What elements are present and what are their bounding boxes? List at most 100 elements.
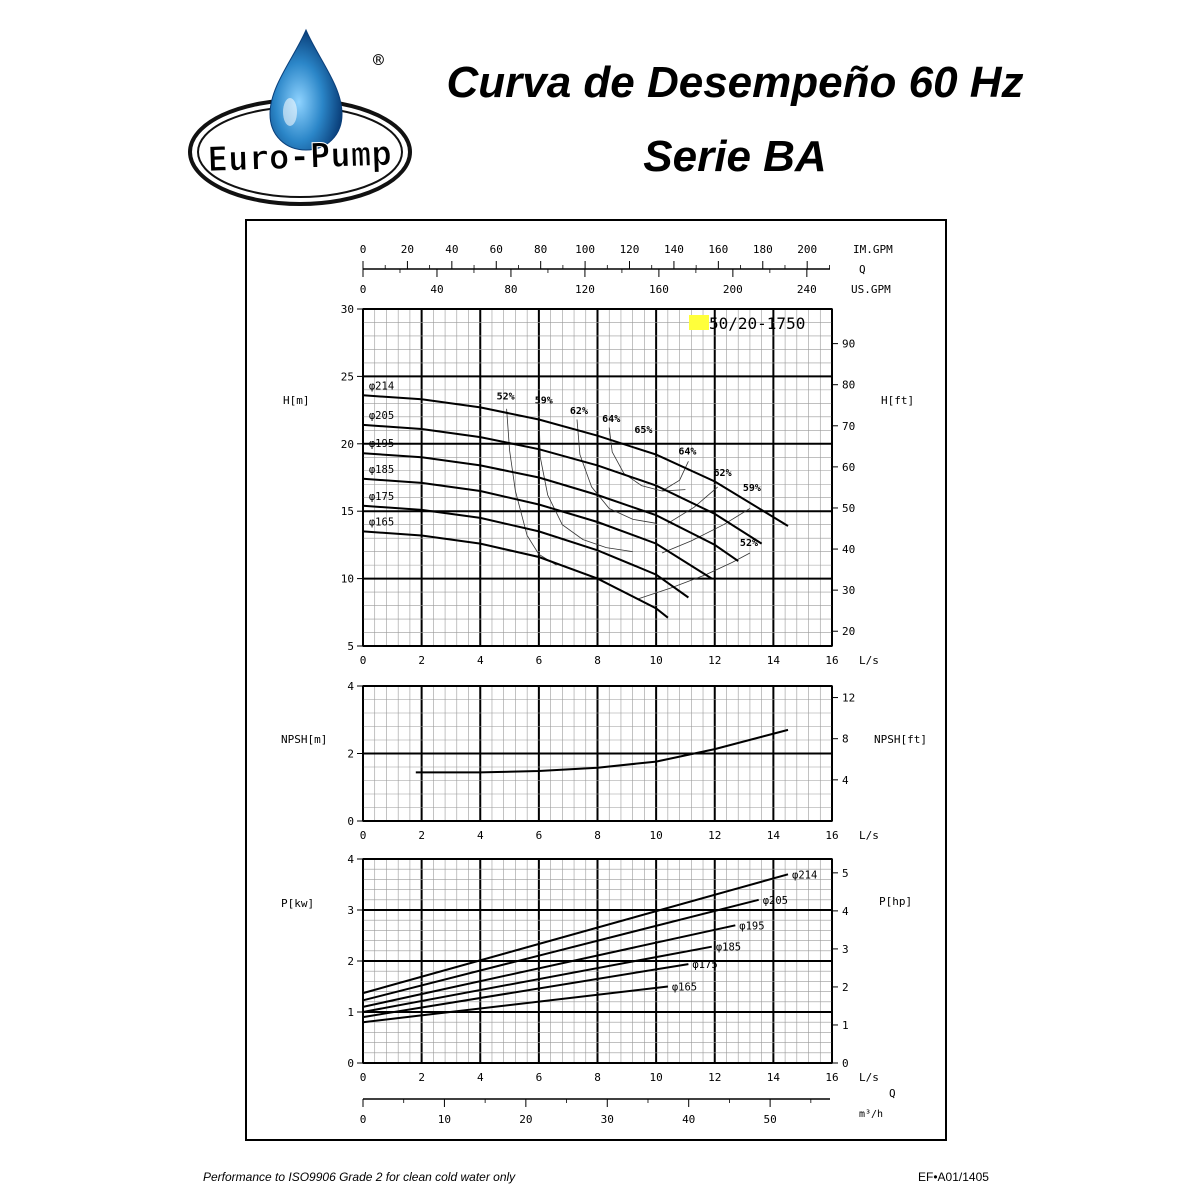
npsh-panel-left-tick-label: 2	[347, 748, 354, 761]
us-gpm-tick-label: 0	[360, 283, 367, 296]
head-panel-right-tick-label: 60	[842, 461, 855, 474]
npsh-panel-x-tick-label: 10	[650, 829, 663, 842]
efficiency-curve	[576, 419, 657, 524]
head-panel-x-tick-label: 2	[418, 654, 425, 667]
power-panel-left-tick-label: 0	[347, 1057, 354, 1070]
footer-code: EF•A01/1405	[918, 1170, 989, 1184]
head-curve	[362, 477, 713, 580]
model-highlight	[689, 315, 709, 330]
efficiency-curve	[538, 411, 633, 552]
power-panel-x-unit: L/s	[859, 1071, 879, 1084]
head-curve-label: φ175	[369, 491, 394, 503]
power-panel-left-tick-label: 2	[347, 955, 354, 968]
m3h-tick-label: 0	[360, 1113, 367, 1126]
efficiency-curve	[661, 508, 751, 554]
head-panel-left-tick-label: 20	[341, 438, 354, 451]
power-panel-x-tick-label: 8	[594, 1071, 601, 1084]
npsh-panel-grid	[357, 685, 838, 822]
m3h-tick-label: 40	[682, 1113, 695, 1126]
euro-pump-logo: Euro-Pump ®	[188, 28, 412, 206]
im-gpm-tick-label: 200	[797, 243, 817, 256]
efficiency-label: 59%	[535, 395, 553, 406]
npsh-panel-right-tick-label: 8	[842, 733, 849, 746]
power-panel-x-tick-label: 4	[477, 1071, 484, 1084]
head-panel-right-tick-label: 50	[842, 502, 855, 515]
power-panel-left-tick-label: 1	[347, 1006, 354, 1019]
npsh-panel-x-tick-label: 4	[477, 829, 484, 842]
head-curve-label: φ195	[369, 438, 394, 450]
head-curve	[362, 394, 789, 527]
head-left-axis-label: H[m]	[283, 394, 310, 407]
m3h-tick-label: 10	[438, 1113, 451, 1126]
power-panel-x-tick-label: 10	[650, 1071, 663, 1084]
power-curve-label: φ205	[763, 895, 788, 907]
power-panel-right-tick-label: 2	[842, 981, 849, 994]
head-curve-label: φ214	[369, 380, 394, 392]
head-curve-label: φ205	[369, 410, 394, 422]
power-panel-left-tick-label: 3	[347, 904, 354, 917]
power-left-axis-label: P[kw]	[281, 897, 314, 910]
npsh-left-axis-label: NPSH[m]	[281, 733, 327, 746]
water-drop-icon	[269, 28, 343, 151]
power-panel-right-tick-label: 4	[842, 905, 849, 918]
npsh-panel-x-tick-label: 2	[418, 829, 425, 842]
power-panel-right-tick-label: 5	[842, 867, 849, 880]
head-panel-x-tick-label: 10	[650, 654, 663, 667]
npsh-panel-left-tick-label: 0	[347, 815, 354, 828]
npsh-curve	[415, 728, 789, 774]
im-gpm-tick-label: 140	[664, 243, 684, 256]
head-panel-x-tick-label: 6	[536, 654, 543, 667]
power-curve	[362, 924, 736, 1008]
power-panel-right-tick-label: 1	[842, 1019, 849, 1032]
head-right-axis-label: H[ft]	[881, 394, 914, 407]
power-curve	[362, 945, 712, 1013]
im-gpm-tick-label: 80	[534, 243, 547, 256]
head-curve	[362, 504, 689, 599]
efficiency-curve	[661, 461, 689, 492]
npsh-panel-x-unit: L/s	[859, 829, 879, 842]
head-panel-x-tick-label: 12	[708, 654, 721, 667]
npsh-panel-right-tick-label: 4	[842, 774, 849, 787]
power-curve-label: φ195	[739, 920, 764, 932]
power-panel-grid	[357, 858, 838, 1064]
us-gpm-tick-label: 40	[430, 283, 443, 296]
head-curve	[362, 452, 739, 562]
npsh-right-axis-label: NPSH[ft]	[874, 733, 927, 746]
performance-chart-frame: 0 20 40 60 80 100 120 140 160 180 200 0 40 80 120 160 20…	[245, 219, 947, 1141]
efficiency-label: 65%	[634, 425, 652, 436]
power-curve-label: φ214	[792, 869, 817, 881]
us-gpm-tick-label: 240	[797, 283, 817, 296]
power-panel-x-tick-label: 14	[767, 1071, 781, 1084]
head-curve-label: φ185	[369, 464, 394, 476]
power-panel-right-tick-label: 0	[842, 1057, 849, 1070]
model-label: 50/20-1750	[709, 314, 805, 333]
power-right-axis-label: P[hp]	[879, 895, 912, 908]
head-panel-left-tick-label: 25	[341, 370, 354, 383]
head-panel-x-tick-label: 14	[767, 654, 781, 667]
head-panel-right-tick-label: 40	[842, 543, 855, 556]
head-panel-right-tick-label: 30	[842, 584, 855, 597]
npsh-panel-x-tick-label: 8	[594, 829, 601, 842]
im-gpm-tick-label: 180	[753, 243, 773, 256]
head-panel-x-unit: L/s	[859, 654, 879, 667]
power-curve-label: φ165	[672, 982, 697, 994]
npsh-panel-x-tick-label: 0	[360, 829, 367, 842]
m3h-tick-label: 50	[763, 1113, 776, 1126]
head-curve	[362, 423, 763, 545]
head-panel-x-tick-label: 4	[477, 654, 484, 667]
m3h-tick-label: 20	[519, 1113, 532, 1126]
m3h-axis-label: m³/h	[859, 1109, 883, 1120]
q-axis-label-bottom: Q	[889, 1087, 896, 1100]
us-gpm-axis-label: US.GPM	[851, 283, 891, 296]
efficiency-label: 64%	[602, 414, 620, 425]
npsh-panel-x-tick-label: 16	[825, 829, 838, 842]
power-panel-x-tick-label: 16	[825, 1071, 838, 1084]
power-panel-right-tick-label: 3	[842, 943, 849, 956]
power-panel-left-tick-label: 4	[347, 853, 354, 866]
npsh-panel-x-tick-label: 12	[708, 829, 721, 842]
head-panel-right-tick-label: 20	[842, 625, 855, 638]
us-gpm-tick-label: 80	[504, 283, 517, 296]
efficiency-label: 52%	[740, 538, 758, 549]
us-gpm-tick-label: 120	[575, 283, 595, 296]
im-gpm-tick-label: 60	[490, 243, 503, 256]
